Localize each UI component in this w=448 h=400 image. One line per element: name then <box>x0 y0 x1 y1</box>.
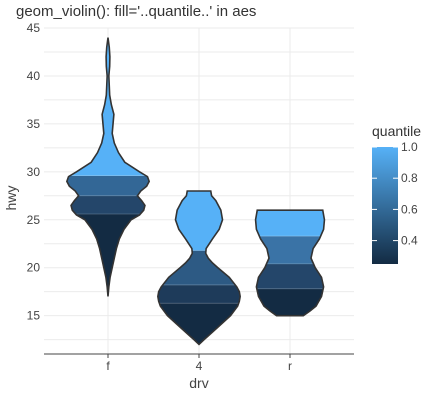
violin-r <box>254 209 326 317</box>
y-tick-label: 25 <box>27 213 41 227</box>
x-tick-label: f <box>106 359 110 373</box>
x-tick-label: 4 <box>196 359 203 373</box>
legend: quantile 0.4 0.6 0.8 1.0 <box>372 123 421 264</box>
legend-tick-label: 0.4 <box>401 234 418 248</box>
violin-quantile-band <box>256 288 324 316</box>
y-tick-label: 45 <box>27 21 41 35</box>
legend-colorbar <box>372 147 398 264</box>
chart-title: geom_violin(): fill='..quantile..' in ae… <box>16 3 256 20</box>
legend-ticks: 0.4 0.6 0.8 1.0 <box>372 140 418 248</box>
violin-quantile-band <box>75 213 141 297</box>
violin-quantile-band <box>157 284 241 304</box>
y-tick-label: 30 <box>27 165 41 179</box>
legend-tick-label: 0.6 <box>401 202 418 216</box>
violin-quantile-band <box>66 175 150 196</box>
violin-outline <box>254 209 326 317</box>
violin-outline <box>157 190 241 346</box>
violin-4 <box>157 190 241 346</box>
y-tick-label: 20 <box>27 261 41 275</box>
violin-quantile-band <box>159 302 239 345</box>
x-tick-label: r <box>288 359 292 373</box>
x-axis-title: drv <box>189 375 208 391</box>
y-tick-label: 40 <box>27 69 41 83</box>
axis-layer: 15 20 25 30 35 40 45 f 4 r <box>27 21 354 373</box>
violin-outline <box>65 37 151 297</box>
y-tick-label: 35 <box>27 117 41 131</box>
violin-f <box>65 37 151 297</box>
legend-tick-label: 1.0 <box>401 140 418 154</box>
violin-quantile-band <box>256 263 324 289</box>
legend-tick-label: 0.8 <box>401 171 418 185</box>
y-tick-label: 15 <box>27 309 41 323</box>
violin-layer <box>65 37 326 346</box>
y-axis-title: hwy <box>3 186 19 211</box>
legend-title: quantile <box>372 123 421 139</box>
violin-quantile-band <box>70 195 146 215</box>
violin-quantile-band <box>255 209 325 237</box>
violin-quantile-band <box>69 37 147 176</box>
